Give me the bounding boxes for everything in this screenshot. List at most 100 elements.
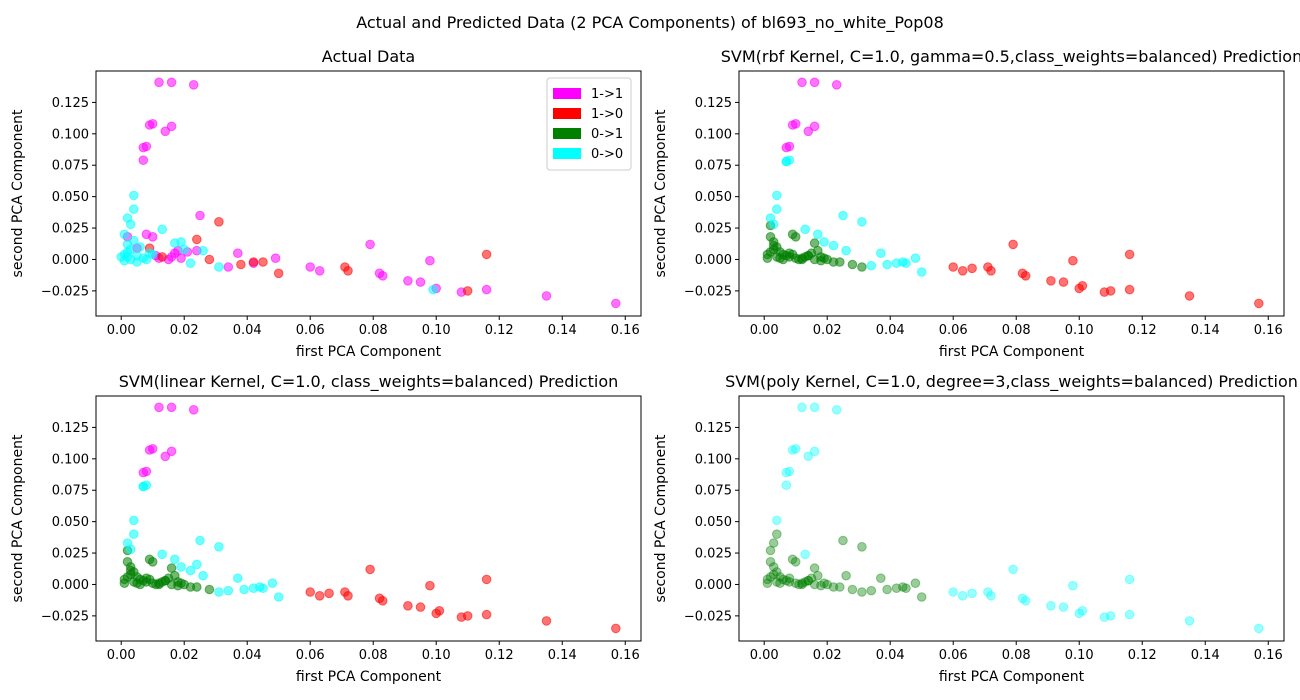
data-point [481,249,492,260]
data-point [809,121,820,132]
data-point [765,572,776,582]
data-point [790,557,801,567]
data-point [831,405,842,415]
data-point [813,229,823,240]
data-point [236,259,246,270]
x-tick-label: 0.02 [170,323,199,338]
data-point [1254,623,1264,634]
x-tick-label: 0.10 [1065,648,1094,663]
data-point [847,584,858,595]
y-tick-label: 0.075 [695,159,732,174]
y-tick-label: 0.100 [52,127,89,142]
plot-frame [95,395,642,642]
plot-frame [738,70,1285,317]
data-point [957,266,968,276]
data-point [866,260,877,271]
data-point [154,402,164,413]
data-point [166,402,177,413]
x-axis-label: first PCA Component [296,344,442,360]
plot-frame [95,70,642,317]
y-tick-label: 0.050 [52,515,89,530]
data-point [784,573,795,584]
data-point [462,286,473,296]
x-tick-label: 0.02 [813,648,842,663]
points-layer [116,77,621,309]
legend-frame [546,77,632,171]
data-point [781,480,792,491]
data-point [967,263,977,274]
data-point [541,291,552,301]
y-tick-label: 0.125 [695,96,732,111]
data-point [797,402,807,413]
data-point [135,579,145,590]
data-point [214,587,224,597]
data-point [135,242,145,252]
data-point [857,542,867,552]
data-point [188,80,199,90]
data-point [809,446,820,457]
legend-label: 0->1 [591,127,623,142]
data-point [314,591,325,601]
data-point [819,578,829,589]
data-point [273,592,284,602]
data-point [809,579,820,590]
data-point [841,570,851,581]
figure-suptitle: Actual and Predicted Data (2 PCA Compone… [356,13,944,33]
data-point [762,574,773,585]
data-point [916,267,927,277]
data-point [1077,281,1088,291]
data-point [797,579,807,590]
data-point [365,239,375,250]
y-tick-label: 0.025 [695,547,732,562]
data-point [1020,596,1031,606]
y-tick-label: 0.125 [52,96,89,111]
legend-label: 1->1 [591,87,623,102]
data-point [365,564,375,575]
data-point [835,582,845,592]
data-point [835,257,845,267]
points-layer [762,402,1264,634]
data-point [828,582,839,592]
data-point [425,580,435,591]
x-tick-label: 0.14 [548,648,577,663]
data-point [1124,574,1135,585]
data-point [305,587,316,597]
x-tick-label: 0.00 [750,648,779,663]
data-point [160,451,171,462]
data-point [192,582,202,592]
data-point [462,611,473,621]
data-point [314,266,325,276]
x-tick-label: 0.16 [611,323,640,338]
data-point [1008,564,1018,575]
subplot-1: SVM(rbf Kernel, C=1.0, gamma=0.5,class_w… [653,47,1300,360]
data-point [768,538,779,548]
data-point [481,574,492,585]
data-point [772,190,782,201]
data-point [343,266,353,276]
data-point [324,588,334,599]
data-point [157,224,167,235]
data-point [986,266,996,276]
data-point [611,298,621,309]
data-point [1017,593,1028,604]
data-point [800,549,811,560]
data-point [768,569,779,580]
legend-label: 1->0 [591,107,623,122]
x-tick-label: 0.08 [1002,648,1031,663]
data-point [1124,284,1135,295]
data-point [258,583,268,594]
x-tick-label: 0.02 [813,323,842,338]
legend-label: 0->0 [591,147,623,162]
x-tick-label: 0.06 [939,323,968,338]
x-axis-label: first PCA Component [939,344,1085,360]
data-point [248,257,259,267]
data-point [765,545,776,556]
data-point [797,578,807,589]
data-point [910,253,921,264]
data-point [403,601,413,611]
data-point [170,238,180,248]
y-tick-label: 0.025 [52,547,89,562]
subplot-3: SVM(poly Kernel, C=1.0, degree=3,class_w… [653,372,1298,685]
data-point [891,583,902,594]
x-tick-label: 0.02 [170,648,199,663]
